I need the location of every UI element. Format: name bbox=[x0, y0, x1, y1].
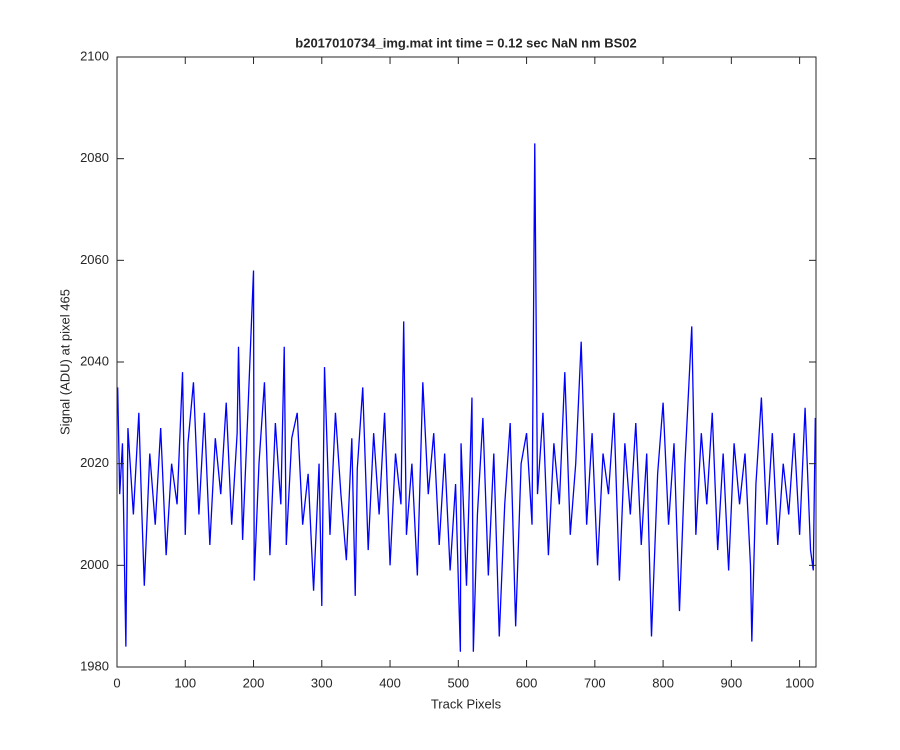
y-tick-label: 2020 bbox=[80, 455, 109, 470]
y-tick-label: 1980 bbox=[80, 658, 109, 673]
x-axis-label: Track Pixels bbox=[431, 696, 502, 711]
y-tick-label: 2100 bbox=[80, 48, 109, 63]
x-tick-label: 600 bbox=[516, 675, 538, 690]
data-line bbox=[117, 143, 816, 652]
y-tick-label: 2060 bbox=[80, 252, 109, 267]
x-tick-label: 0 bbox=[113, 675, 120, 690]
x-tick-label: 100 bbox=[174, 675, 196, 690]
chart-title: b2017010734_img.mat int time = 0.12 sec … bbox=[295, 35, 636, 50]
x-tick-label: 900 bbox=[721, 675, 743, 690]
x-tick-label: 300 bbox=[311, 675, 333, 690]
x-tick-label: 700 bbox=[584, 675, 606, 690]
y-tick-label: 2080 bbox=[80, 150, 109, 165]
x-tick-label: 1000 bbox=[785, 675, 814, 690]
x-tick-label: 200 bbox=[243, 675, 265, 690]
x-tick-label: 800 bbox=[652, 675, 674, 690]
y-tick-label: 2040 bbox=[80, 353, 109, 368]
y-tick-label: 2000 bbox=[80, 557, 109, 572]
x-tick-label: 400 bbox=[379, 675, 401, 690]
x-tick-label: 500 bbox=[447, 675, 469, 690]
y-axis-label: Signal (ADU) at pixel 465 bbox=[57, 289, 72, 435]
